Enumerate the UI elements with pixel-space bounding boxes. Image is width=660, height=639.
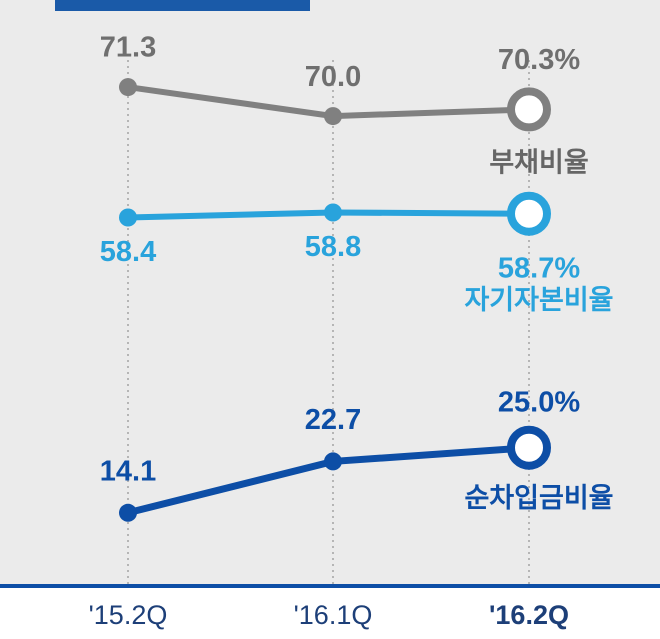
- series-name: 순차입금비율: [464, 483, 613, 513]
- point: [324, 452, 342, 471]
- point: [507, 425, 551, 470]
- series-name: 부채비율: [489, 148, 588, 178]
- value-label: 71.3: [100, 32, 156, 64]
- value-label: 58.8: [305, 231, 361, 263]
- point: [324, 107, 342, 126]
- x-tick-label: '15.2Q: [89, 600, 168, 630]
- x-tick-label: '16.1Q: [294, 600, 373, 630]
- value-label: 25.0%: [498, 386, 580, 418]
- plot-background: [0, 0, 660, 585]
- value-label: 22.7: [305, 404, 361, 436]
- value-label: 70.3%: [498, 44, 580, 76]
- point: [507, 87, 551, 132]
- value-label: 58.4: [100, 236, 156, 268]
- value-label: 70.0: [305, 61, 361, 93]
- point: [119, 208, 137, 227]
- x-tick-label: '16.2Q: [489, 600, 569, 630]
- point: [507, 191, 551, 236]
- series-name: 자기자본비율: [464, 285, 613, 315]
- point: [324, 203, 342, 222]
- value-label: 58.7%: [498, 252, 580, 284]
- value-label: 14.1: [100, 455, 156, 487]
- point: [119, 78, 137, 97]
- point: [119, 503, 137, 522]
- title-tab: [55, 0, 310, 11]
